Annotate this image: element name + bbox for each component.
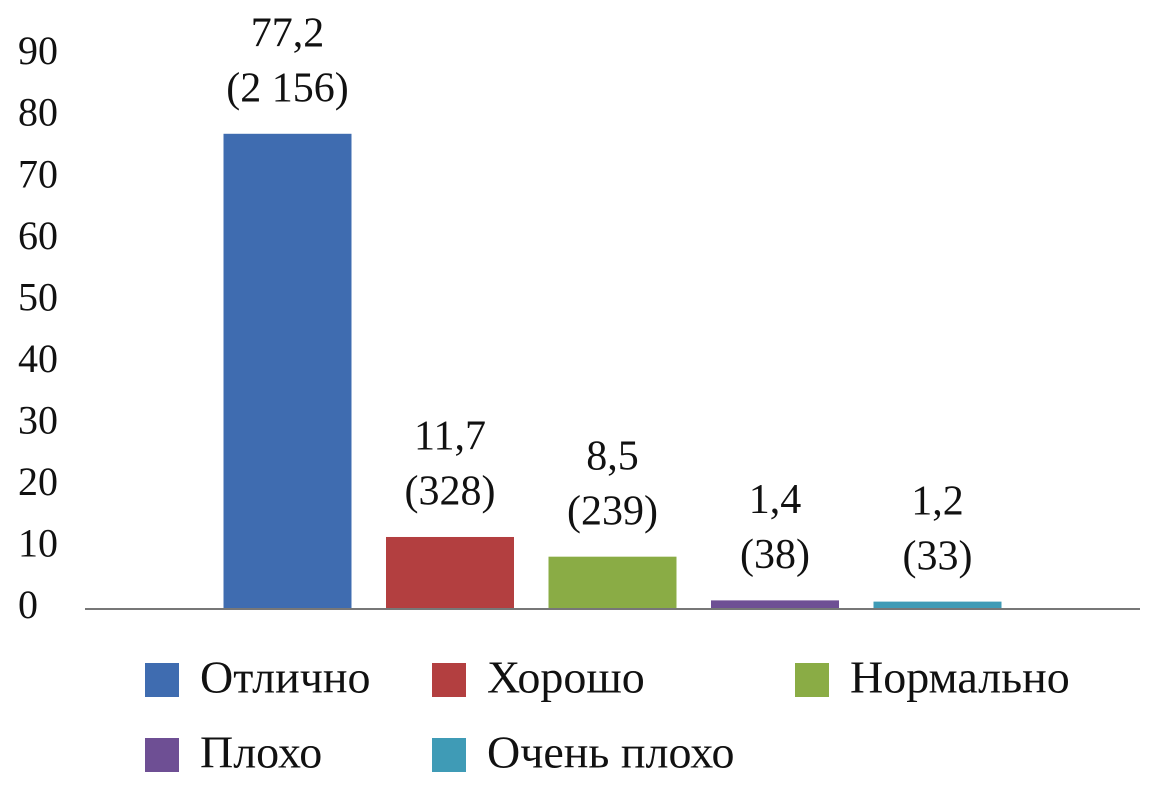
y-tick-label: 0 — [18, 582, 38, 627]
value-label: 77,2 — [251, 10, 325, 56]
legend-swatch — [795, 663, 829, 697]
legend-swatch — [432, 738, 466, 772]
y-tick-label: 70 — [18, 151, 58, 196]
bar — [223, 133, 352, 609]
bar — [873, 601, 1002, 609]
value-label: 1,2 — [911, 478, 964, 524]
legend-label: Очень плохо — [487, 727, 735, 778]
bar — [711, 600, 839, 609]
y-tick-label: 80 — [18, 90, 58, 135]
y-tick-label: 90 — [18, 28, 58, 73]
value-label: 11,7 — [414, 414, 486, 460]
legend-label: Отлично — [200, 652, 371, 703]
legend-label: Нормально — [850, 652, 1070, 703]
value-label: 1,4 — [749, 477, 802, 523]
y-tick-label: 10 — [18, 521, 58, 566]
y-tick-label: 20 — [18, 459, 58, 504]
legend-swatch — [145, 663, 179, 697]
y-tick-label: 60 — [18, 213, 58, 258]
count-label: (328) — [405, 469, 496, 515]
legend-label: Плохо — [200, 727, 322, 778]
y-tick-label: 50 — [18, 274, 58, 319]
legend-label: Хорошо — [487, 652, 645, 703]
count-label: (38) — [740, 532, 810, 578]
count-label: (33) — [903, 533, 973, 579]
bar — [386, 536, 514, 609]
y-tick-label: 40 — [18, 336, 58, 381]
value-label: 8,5 — [586, 433, 639, 479]
bar — [548, 556, 677, 609]
legend-swatch — [432, 663, 466, 697]
count-label: (2 156) — [226, 65, 348, 111]
count-label: (239) — [567, 488, 658, 534]
legend-swatch — [145, 738, 179, 772]
y-tick-label: 30 — [18, 398, 58, 443]
